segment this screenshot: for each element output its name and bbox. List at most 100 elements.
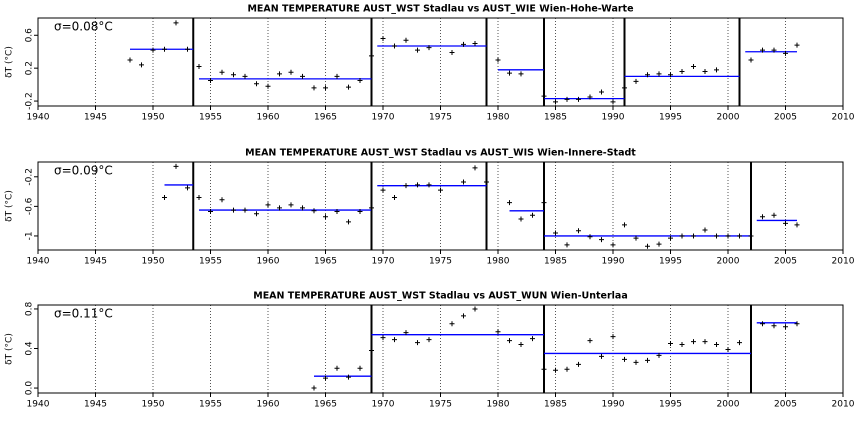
x-tick-label: 1970 xyxy=(372,257,395,267)
point xyxy=(587,94,593,100)
x-tick-label: 1960 xyxy=(257,257,280,267)
x-tick-label: 1965 xyxy=(314,257,337,267)
point xyxy=(714,67,719,73)
plot-frame xyxy=(37,17,844,107)
x-tick-label: 1980 xyxy=(487,257,510,267)
point xyxy=(760,47,765,53)
point xyxy=(162,194,167,200)
point xyxy=(645,357,650,363)
point xyxy=(415,182,420,188)
point xyxy=(748,57,754,63)
x-tick-label: 2010 xyxy=(832,400,855,410)
point xyxy=(656,241,662,247)
point xyxy=(426,45,432,51)
point xyxy=(576,96,581,102)
point xyxy=(403,330,409,336)
point xyxy=(288,69,294,75)
point xyxy=(622,222,627,228)
x-tick-label: 1955 xyxy=(199,400,222,410)
x-tick-label: 1990 xyxy=(602,400,625,410)
x-tick-label: 2005 xyxy=(774,400,797,410)
point xyxy=(783,50,788,56)
x-tick-label: 1985 xyxy=(544,113,567,123)
panel-title: MEAN TEMPERATURE AUST_WST Stadlau vs AUS… xyxy=(253,291,628,302)
point xyxy=(564,96,570,102)
x-tick-label: 1995 xyxy=(659,113,682,123)
point xyxy=(254,211,259,217)
y-tick-label: -0.2 xyxy=(25,92,35,110)
point xyxy=(415,340,420,346)
point xyxy=(610,242,616,248)
point xyxy=(380,187,386,193)
point xyxy=(334,365,340,371)
x-tick-label: 1965 xyxy=(314,113,337,123)
plot-frame xyxy=(37,161,844,251)
x-tick-label: 1970 xyxy=(372,113,395,123)
x-tick-label: 2005 xyxy=(774,257,797,267)
sigma-annotation: σ=0.11°C xyxy=(54,307,113,321)
point xyxy=(472,40,478,46)
point xyxy=(334,73,340,79)
point xyxy=(461,179,466,185)
point xyxy=(196,64,202,70)
point xyxy=(553,99,558,105)
x-tick-label: 1940 xyxy=(27,257,50,267)
point xyxy=(139,62,144,68)
y-tick-label: 0.6 xyxy=(25,28,35,43)
point xyxy=(300,205,305,211)
point xyxy=(518,342,524,348)
point xyxy=(380,335,386,341)
point xyxy=(737,233,742,239)
point xyxy=(357,365,363,371)
point xyxy=(587,234,593,240)
point xyxy=(553,367,558,373)
x-tick-label: 1995 xyxy=(659,400,682,410)
point xyxy=(300,73,305,79)
point xyxy=(622,85,627,91)
point xyxy=(530,336,535,342)
point xyxy=(242,207,248,213)
point xyxy=(783,324,788,330)
point xyxy=(725,346,731,352)
point xyxy=(323,375,328,381)
point xyxy=(231,207,236,213)
x-tick-label: 1985 xyxy=(544,257,567,267)
y-axis-label: δT (°C) xyxy=(5,333,15,365)
point xyxy=(679,342,685,348)
point xyxy=(645,243,650,249)
point xyxy=(449,321,455,327)
point xyxy=(369,205,374,211)
point xyxy=(208,209,213,215)
point xyxy=(461,313,466,319)
point xyxy=(518,216,524,222)
point xyxy=(541,200,547,206)
y-tick-label: -0.6 xyxy=(25,197,35,215)
point xyxy=(553,230,558,236)
point xyxy=(576,228,581,234)
y-axis-label: δT (°C) xyxy=(5,190,15,222)
panel-title: MEAN TEMPERATURE AUST_WST Stadlau vs AUS… xyxy=(247,4,633,15)
y-tick-label: 0.8 xyxy=(25,302,35,317)
point xyxy=(656,71,662,77)
point xyxy=(369,53,374,59)
point xyxy=(127,57,133,63)
point xyxy=(311,85,317,91)
point xyxy=(357,78,363,84)
y-tick-label: -0.2 xyxy=(25,168,35,186)
point xyxy=(564,242,570,248)
plot-frame xyxy=(37,304,844,394)
point xyxy=(507,338,512,344)
point xyxy=(265,83,271,89)
point xyxy=(392,194,397,200)
point xyxy=(507,70,512,76)
point xyxy=(702,227,708,233)
point xyxy=(771,212,777,218)
point xyxy=(691,233,696,239)
point xyxy=(219,197,225,203)
point xyxy=(541,93,547,99)
point xyxy=(783,220,788,226)
point xyxy=(231,72,236,78)
point xyxy=(679,68,685,74)
point xyxy=(219,69,225,75)
point xyxy=(449,50,455,56)
